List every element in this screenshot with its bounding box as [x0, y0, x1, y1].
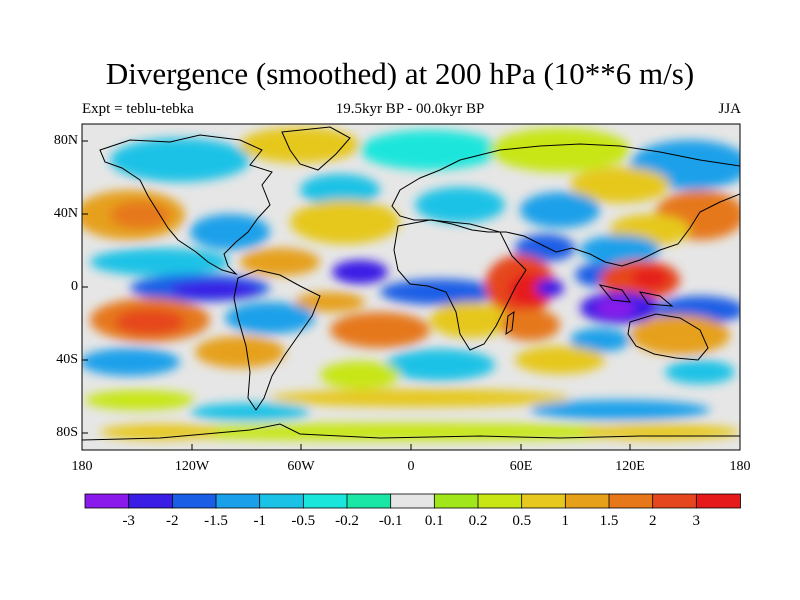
lon-label-180e: 180: [729, 459, 751, 474]
lon-label-60e: 60E: [509, 459, 533, 474]
colorbar-swatch: [302, 493, 348, 509]
lat-label-80s: 80S: [56, 425, 78, 440]
colorbar-swatch: [652, 493, 698, 509]
colorbar-label: 0.5: [512, 513, 532, 529]
coastline-south-america: [233, 269, 321, 411]
coastline-africa: [393, 219, 527, 351]
lat-label-80n: 80N: [53, 133, 78, 148]
colorbar-label: 3: [692, 513, 701, 529]
colorbar-label: -1: [253, 513, 266, 529]
colorbar-label: -0.5: [291, 513, 316, 529]
colorbar-label: 0.2: [468, 513, 488, 529]
colorbar-swatch: [215, 493, 261, 509]
lon-label-60w: 60W: [287, 459, 315, 474]
lon-label-0: 0: [407, 459, 415, 474]
coastline-madagascar: [505, 310, 515, 336]
coastline-maritime-continent: [598, 284, 674, 307]
colorbar-label: -2: [166, 513, 179, 529]
colorbar-swatch: [346, 493, 392, 509]
lon-label-180w: 180: [71, 459, 93, 474]
colorbar-label: 1: [561, 513, 570, 529]
colorbar-swatch: [171, 493, 217, 509]
colorbar-label: -1.5: [204, 513, 228, 529]
colorbar-swatch: [259, 493, 305, 509]
colorbar-swatch: [128, 493, 174, 509]
colorbar-swatch: [84, 493, 130, 509]
lat-label-40n: 40N: [53, 206, 78, 221]
season-label: JJA: [718, 101, 741, 117]
plot-title: Divergence (smoothed) at 200 hPa (10**6 …: [105, 56, 695, 91]
colorbar-label: 0.1: [424, 513, 444, 529]
lat-label-40s: 40S: [56, 352, 78, 367]
colorbar-swatch: [433, 493, 479, 509]
colorbar-swatch: [695, 493, 741, 509]
colorbar-label: -0.2: [335, 513, 359, 529]
colorbar-swatch: [477, 493, 523, 509]
colorbar-label: -3: [122, 513, 135, 529]
coastline-eurasia: [391, 143, 740, 267]
coastline-australia: [627, 313, 709, 361]
coastline-greenland: [281, 126, 351, 171]
experiment-label: Expt = teblu-tebka: [82, 101, 194, 117]
colorbar-swatch: [608, 493, 654, 509]
coastline-antarctica: [82, 423, 740, 441]
colorbar-swatch: [564, 493, 610, 509]
divergence-field: [82, 124, 740, 450]
colorbar-label: 1.5: [599, 513, 619, 529]
coastline-north-america: [99, 134, 273, 276]
lon-label-120e: 120E: [615, 459, 645, 474]
coastlines: [82, 126, 740, 441]
colorbar-swatch: [521, 493, 567, 509]
colorbar-label: -0.1: [378, 513, 403, 529]
axis-ticks: [81, 140, 741, 450]
colorbar-label: 2: [648, 513, 657, 529]
colorbar: [84, 493, 741, 509]
lon-label-120w: 120W: [174, 459, 210, 474]
colorbar-swatch: [390, 493, 436, 509]
period-label: 19.5kyr BP - 00.0kyr BP: [335, 101, 485, 117]
lat-label-0: 0: [71, 279, 78, 294]
